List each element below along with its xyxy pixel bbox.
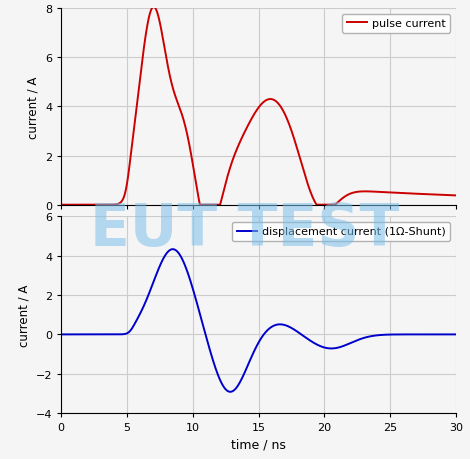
X-axis label: time / ns: time / ns <box>231 437 286 451</box>
Y-axis label: current / A: current / A <box>17 284 30 346</box>
Legend: displacement current (1Ω-Shunt): displacement current (1Ω-Shunt) <box>232 223 450 241</box>
Text: EUT TEST: EUT TEST <box>90 201 399 258</box>
Legend: pulse current: pulse current <box>342 15 450 34</box>
Y-axis label: current / A: current / A <box>26 76 39 138</box>
